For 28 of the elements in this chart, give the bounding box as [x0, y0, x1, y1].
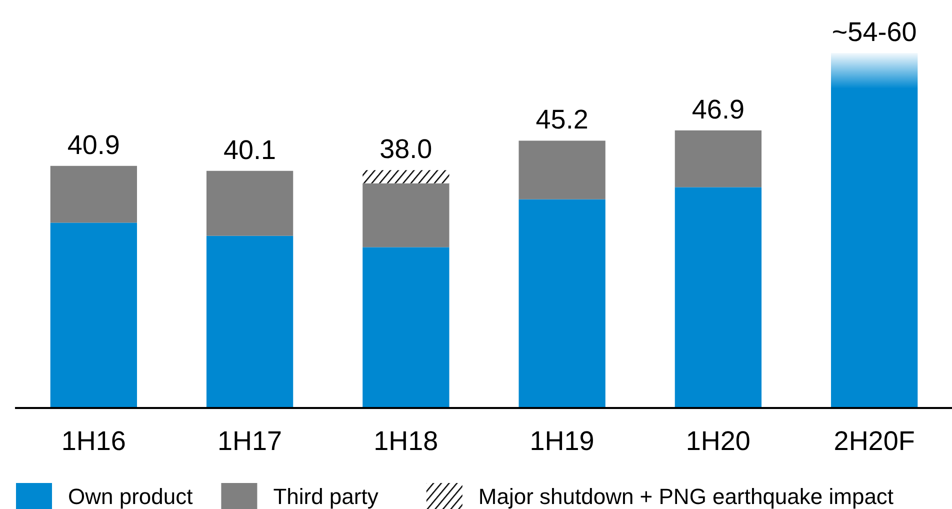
bar — [831, 88, 918, 408]
bar — [206, 236, 294, 408]
annotation: 40.9 — [67, 130, 120, 160]
annotation: 46.9 — [692, 94, 744, 124]
bar — [362, 170, 450, 184]
x-tick-label: 1H19 — [530, 426, 594, 456]
x-tick-label: 1H18 — [374, 426, 438, 456]
legend-label: Third party — [273, 484, 378, 509]
annotation: 38.0 — [380, 134, 432, 164]
legend-label: Major shutdown + PNG earthquake impact — [478, 484, 894, 509]
legend-label: Own product — [68, 484, 193, 509]
x-tick-label: 1H17 — [218, 426, 282, 456]
bar — [674, 187, 762, 408]
annotation: 40.1 — [224, 134, 276, 165]
bar — [362, 247, 450, 408]
bar — [206, 170, 294, 236]
bar — [50, 166, 137, 223]
x-tick-label: 2H20F — [834, 426, 915, 456]
bar — [831, 53, 918, 88]
bar — [674, 130, 762, 188]
bar — [50, 222, 137, 408]
annotation: ~54-60 — [832, 17, 917, 47]
x-tick-label: 1H16 — [61, 426, 126, 456]
annotation: 45.2 — [536, 104, 588, 135]
bar — [362, 183, 450, 248]
bar — [518, 199, 606, 408]
bar — [518, 140, 606, 200]
x-tick-label: 1H20 — [686, 426, 750, 456]
